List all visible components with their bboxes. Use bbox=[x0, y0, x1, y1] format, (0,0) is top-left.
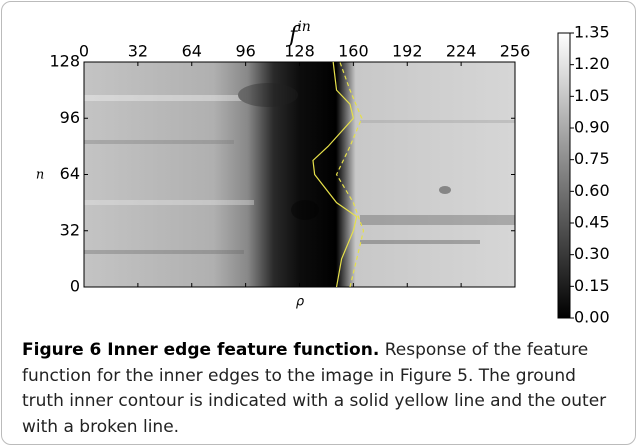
colorbar bbox=[557, 32, 571, 319]
y-tick-label: 64 bbox=[60, 164, 80, 183]
x-tick-label: 224 bbox=[446, 42, 477, 61]
caption-label: Figure 6 Inner edge feature function. bbox=[22, 340, 380, 360]
caption-text: Response of the feature function for the… bbox=[22, 340, 607, 437]
colorbar-tick-label: 0.00 bbox=[574, 308, 610, 327]
y-tick-label: 32 bbox=[60, 220, 80, 239]
outer-contour bbox=[335, 61, 365, 288]
inner-contour bbox=[312, 61, 358, 288]
x-tick-label: 128 bbox=[284, 42, 315, 61]
x-tick-label: 0 bbox=[79, 42, 89, 61]
chart: fin ρ n 0 32 64 96 128 160 192 224 2560326496128… bbox=[36, 19, 610, 327]
x-label-top-sup: in bbox=[297, 19, 311, 35]
colorbar-tick-label: 0.15 bbox=[574, 276, 610, 295]
colorbar-tick-label: 0.30 bbox=[574, 244, 610, 263]
colorbar-tick-label: 0.75 bbox=[574, 149, 610, 168]
x-tick-label: 32 bbox=[128, 42, 148, 61]
y-tick-label: 128 bbox=[49, 52, 80, 71]
x-tick-label: 64 bbox=[182, 42, 202, 61]
x-label: ρ bbox=[296, 295, 305, 310]
caption: Figure 6 Inner edge feature function. Re… bbox=[22, 338, 622, 440]
y-tick-label: 0 bbox=[70, 277, 80, 296]
colorbar-tick-label: 1.35 bbox=[574, 23, 610, 42]
colorbar-tick-label: 0.90 bbox=[574, 118, 610, 137]
x-tick-label: 96 bbox=[235, 42, 255, 61]
colorbar-tick-label: 0.45 bbox=[574, 213, 610, 232]
x-tick-label: 192 bbox=[392, 42, 423, 61]
y-label: n bbox=[36, 168, 44, 183]
heatmap-image bbox=[84, 62, 515, 287]
x-tick-label: 160 bbox=[338, 42, 369, 61]
y-tick-label: 96 bbox=[60, 108, 80, 127]
x-tick-label: 256 bbox=[500, 42, 531, 61]
heatmap-texture bbox=[84, 83, 515, 254]
colorbar-tick-label: 1.20 bbox=[574, 54, 610, 73]
colorbar-tick-label: 0.60 bbox=[574, 181, 610, 200]
colorbar-tick-label: 1.05 bbox=[574, 86, 610, 105]
